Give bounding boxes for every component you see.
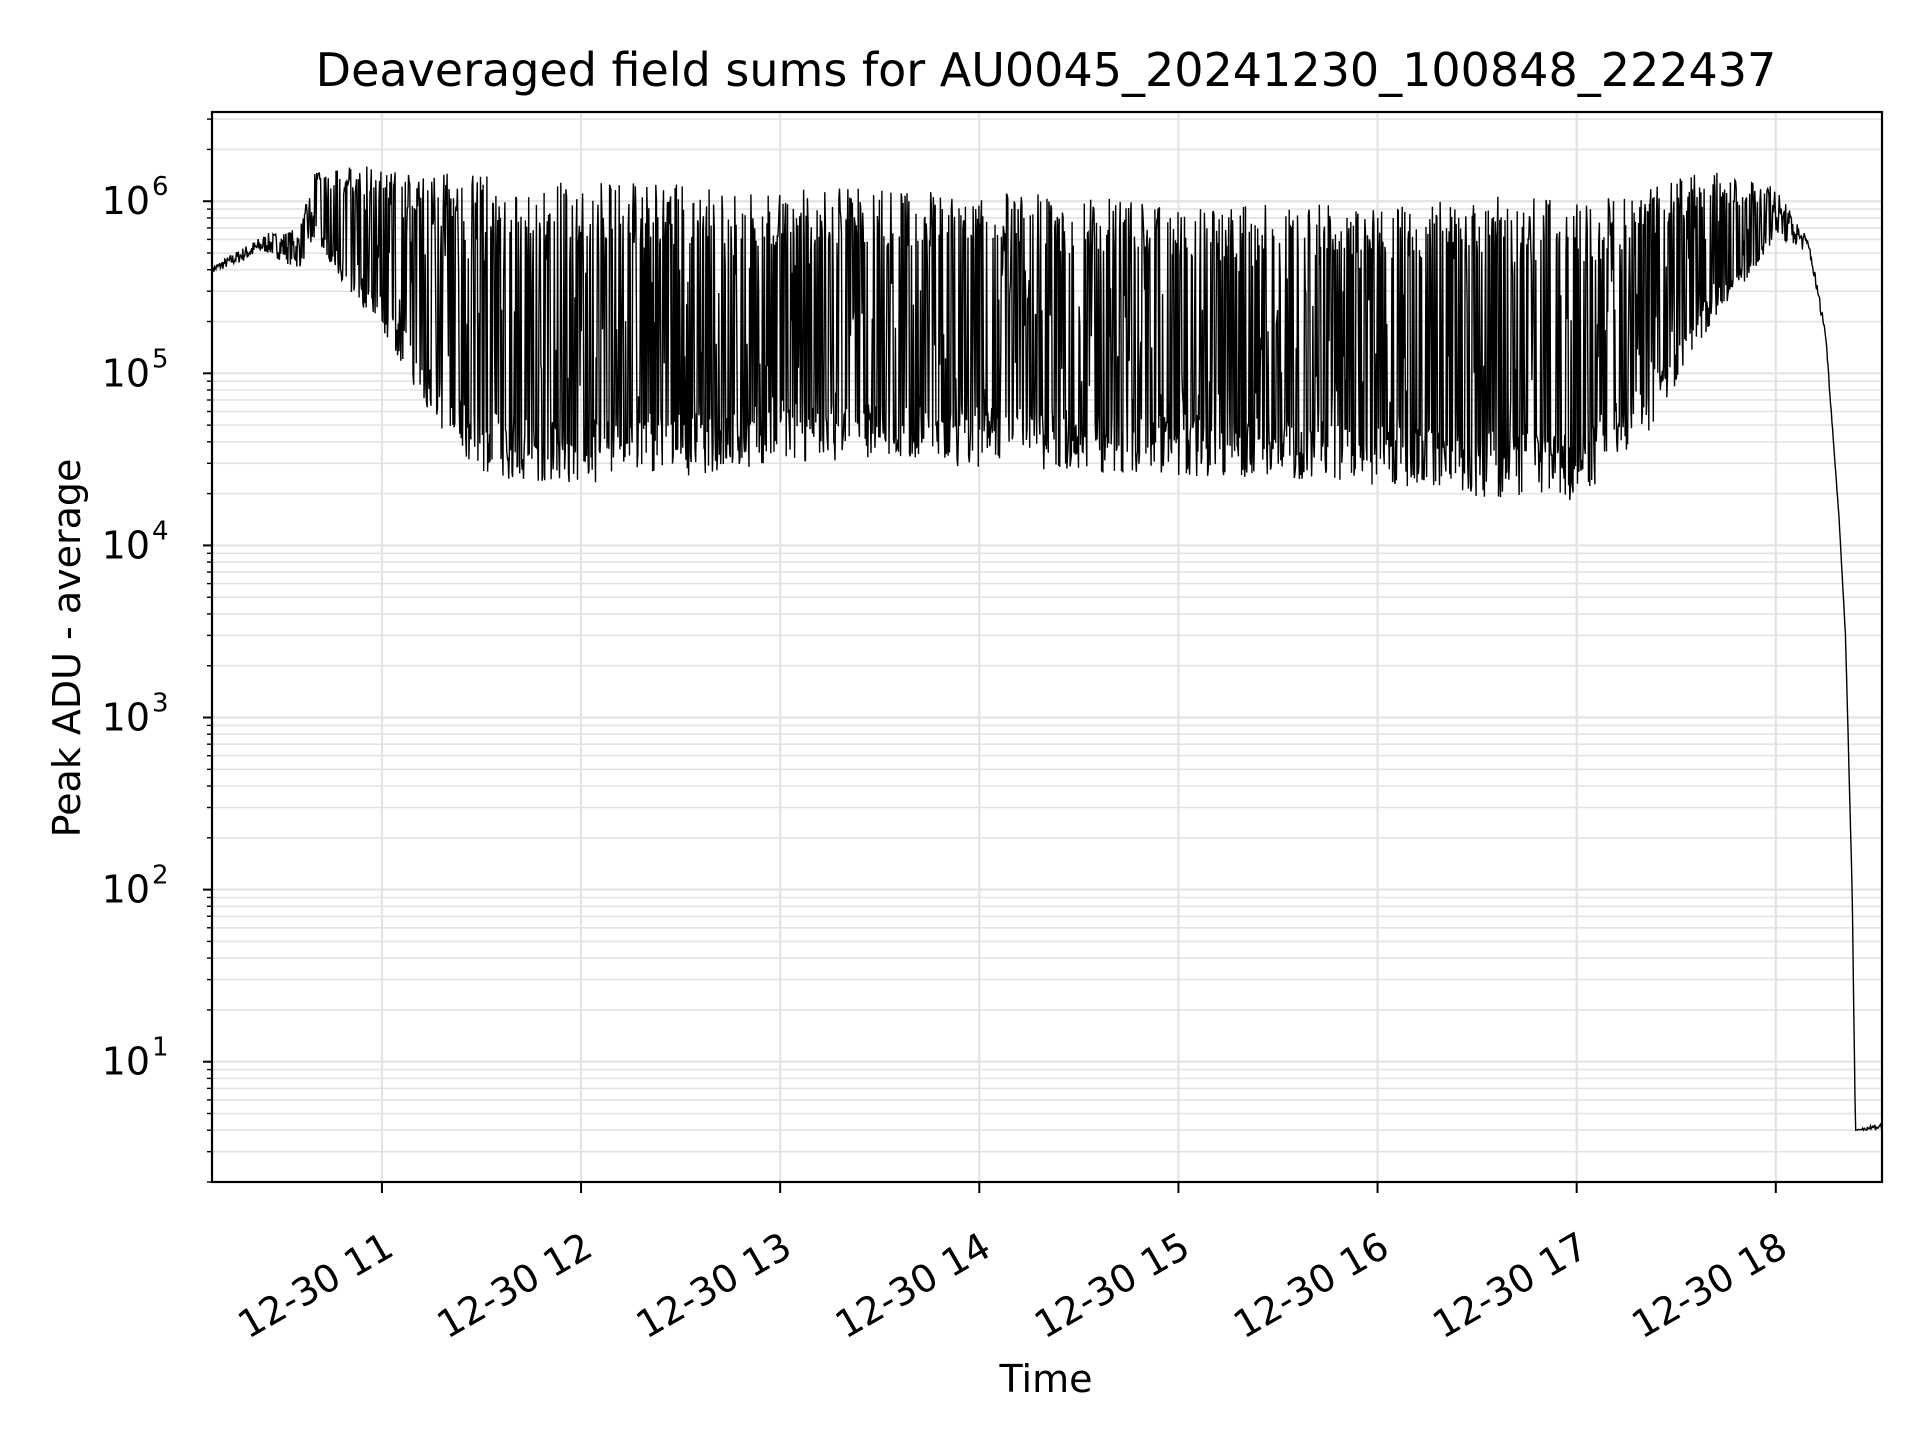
y-tick-label: 10 — [102, 523, 150, 567]
chart-title: Deaveraged field sums for AU0045_2024123… — [316, 43, 1777, 97]
plot-frame — [210, 110, 1884, 1184]
y-axis-label: Peak ADU - average — [45, 459, 89, 838]
y-tick-label: 10 — [102, 179, 150, 223]
y-tick-exponent: 4 — [152, 516, 169, 546]
y-tick-exponent: 1 — [152, 1033, 169, 1063]
y-tick-exponent: 5 — [152, 344, 169, 374]
y-tick-label: 10 — [102, 696, 150, 740]
y-tick-label: 10 — [102, 868, 150, 912]
y-tick-label: 10 — [102, 1040, 150, 1084]
x-axis-label: Time — [999, 1357, 1093, 1401]
y-tick-label: 10 — [102, 351, 150, 395]
y-tick-exponent: 2 — [152, 861, 169, 891]
y-tick-exponent: 6 — [152, 172, 169, 202]
series-layer — [211, 166, 1883, 1132]
y-tick-exponent: 3 — [152, 689, 169, 719]
series-line — [211, 166, 1883, 1132]
